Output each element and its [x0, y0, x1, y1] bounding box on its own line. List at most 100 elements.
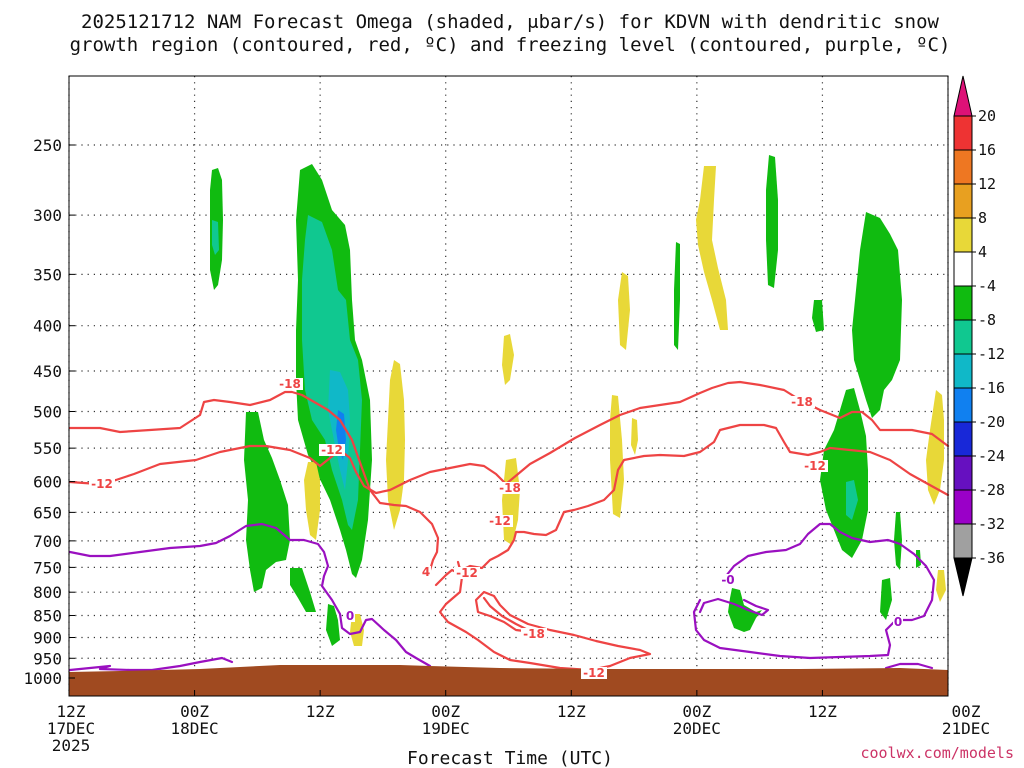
- omega-shade-y4: [502, 334, 514, 385]
- contour-label-10: -12: [804, 459, 826, 473]
- ground-layer: [69, 665, 948, 696]
- y-tick-label-650: 650: [33, 503, 62, 522]
- omega-shade-c2: [846, 480, 858, 520]
- colorbar-label-13: -36: [978, 549, 1005, 567]
- x-tick-label-1-0: 00Z: [180, 702, 209, 721]
- omega-shade-y1: [304, 462, 320, 540]
- contour-label-5: -18: [499, 481, 521, 495]
- contour-label-8: -12: [583, 666, 605, 680]
- x-axis-label: Forecast Time (UTC): [407, 748, 613, 768]
- omega-shade-g8: [852, 212, 902, 418]
- contour-r2: [68, 380, 950, 495]
- colorbar-segment-5: [953, 285, 973, 321]
- omega-shade-y10: [926, 390, 944, 505]
- colorbar-label-9: -20: [978, 413, 1005, 431]
- x-tick-label-7-0: 00Z: [952, 702, 981, 721]
- colorbar-label-12: -32: [978, 515, 1005, 533]
- omega-shade-y2: [386, 360, 405, 530]
- chart-title-line-2: growth region (contoured, red, ºC) and f…: [70, 34, 951, 56]
- y-tick-label-700: 700: [33, 532, 62, 551]
- contour-label-3: 4: [422, 565, 430, 579]
- contour-r1: [68, 390, 440, 572]
- omega-shade-g14: [728, 588, 762, 632]
- contour-label-4: -12: [456, 566, 478, 580]
- y-tick-label-400: 400: [33, 317, 62, 336]
- y-tick-label-500: 500: [33, 403, 62, 422]
- x-tick-label-0-2: 2025: [52, 736, 91, 755]
- colorbar-label-4: 4: [978, 243, 987, 261]
- contour-label-bg-1: [319, 444, 345, 456]
- omega-shade-g2: [212, 220, 219, 255]
- x-tick-label-0-0: 12Z: [57, 702, 86, 721]
- colorbar-label-1: 16: [978, 141, 996, 159]
- colorbar-label-8: -16: [978, 379, 1005, 397]
- contour-p4: [698, 597, 770, 617]
- omega-shade-g4: [244, 412, 290, 592]
- x-tick-label-3-1: 19DEC: [422, 719, 470, 738]
- colorbar-label-3: 8: [978, 209, 987, 227]
- colorbar-label-11: -28: [978, 481, 1005, 499]
- x-tick-label-2-0: 12Z: [306, 702, 335, 721]
- omega-shading-layer: [210, 155, 946, 646]
- colorbar-segment-8: [953, 387, 973, 423]
- colorbar-segment-2: [953, 183, 973, 219]
- contour-label-bg-10: [802, 460, 828, 472]
- contour-label-bg-9: [789, 396, 815, 408]
- y-tick-label-900: 900: [33, 628, 62, 647]
- omega-shade-y11: [936, 570, 946, 602]
- contour-label-bg-4: [454, 567, 480, 579]
- contour-label-12: -0: [721, 573, 734, 587]
- contour-label-bg-3: [421, 566, 431, 578]
- x-tick-label-5-0: 00Z: [682, 702, 711, 721]
- omega-shade-g15: [880, 578, 892, 620]
- omega-shade-y8: [696, 166, 728, 330]
- colorbar-segment-1: [953, 149, 973, 185]
- contour-label-bg-6: [487, 515, 513, 527]
- x-tick-label-5-1: 20DEC: [673, 719, 721, 738]
- colorbar-segment-6: [953, 319, 973, 355]
- contour-p1: [68, 522, 432, 668]
- contour-p5: [884, 662, 934, 670]
- contour-label-bg-13: [893, 616, 903, 628]
- x-tick-label-0-1: 17DEC: [47, 719, 95, 738]
- colorbar-segment-7: [953, 353, 973, 389]
- colorbar-segment-0: [953, 115, 973, 151]
- contour-label-bg-11: [345, 610, 355, 622]
- contour-label-2: -12: [91, 477, 113, 491]
- y-tick-label-550: 550: [33, 439, 62, 458]
- contour-label-bg-0: [277, 378, 303, 390]
- y-tick-label-850: 850: [33, 607, 62, 626]
- contour-label-1: -12: [321, 443, 343, 457]
- omega-shade-g5: [674, 242, 680, 350]
- contour-r4: [438, 560, 652, 672]
- contour-label-bg-12: [719, 574, 737, 586]
- x-tick-label-6-0: 12Z: [808, 702, 837, 721]
- colorbar-segment-4: [953, 251, 973, 287]
- y-tick-label-1000: 1000: [23, 669, 62, 688]
- y-tick-label-600: 600: [33, 473, 62, 492]
- y-tick-label-350: 350: [33, 265, 62, 284]
- plot-area: -18 -12 -12 4 -12 -18 -12 -18 -12 -18 -12 0 -0 0: [68, 75, 950, 697]
- x-tick-label-4-0: 12Z: [557, 702, 586, 721]
- y-tick-label-250: 250: [33, 136, 62, 155]
- omega-shade-g10: [894, 512, 902, 570]
- contour-label-bg-7: [521, 628, 547, 640]
- colorbar-segment-11: [953, 489, 973, 525]
- colorbar-bottom-arrow: [953, 557, 973, 597]
- y-tick-label-450: 450: [33, 362, 62, 381]
- plot-frame: [68, 75, 949, 697]
- omega-shade-g9: [820, 388, 868, 558]
- omega-shade-g12: [290, 568, 316, 612]
- y-tick-label-750: 750: [33, 558, 62, 577]
- contour-label-bg-2: [89, 478, 115, 490]
- y-tick-label-950: 950: [33, 649, 62, 668]
- omega-shade-g13: [326, 604, 340, 646]
- colorbar-label-6: -8: [978, 311, 996, 329]
- x-tick-label-3-0: 00Z: [431, 702, 460, 721]
- chart-title-line-1: 2025121712 NAM Forecast Omega (shaded, μ…: [81, 11, 939, 33]
- colorbar-label-2: 12: [978, 175, 996, 193]
- omega-shade-g7: [812, 300, 824, 332]
- colorbar-label-0: 20: [978, 107, 996, 125]
